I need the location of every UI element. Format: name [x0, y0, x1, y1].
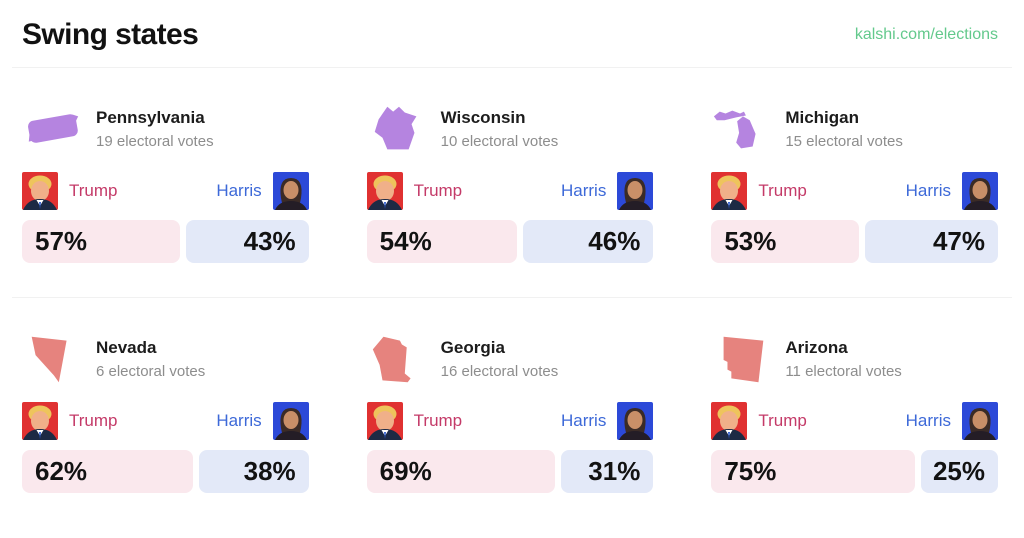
trump-label: Trump	[758, 181, 807, 200]
page-header: Swing states kalshi.com/elections	[0, 0, 1024, 52]
probability-bars: 57% 43%	[22, 220, 309, 263]
trump-photo	[22, 172, 58, 210]
trump-bar: 75%	[711, 450, 916, 493]
harris-bar: 43%	[186, 220, 309, 263]
wisconsin-shape-icon	[374, 106, 417, 150]
trump-percent: 69%	[379, 456, 432, 486]
state-card-georgia: Georgia 16 electoral votes Trump Harris	[366, 332, 654, 493]
electoral-votes: 19 electoral votes	[96, 133, 214, 150]
probability-bars: 62% 38%	[22, 450, 309, 493]
harris-label: Harris	[560, 411, 607, 430]
arizona-shape-icon	[723, 336, 764, 383]
trump-photo	[711, 402, 748, 440]
harris-photo	[617, 402, 654, 440]
header-divider	[12, 67, 1012, 68]
state-cards-row-2: Nevada 6 electoral votes Trump Harris	[0, 298, 1024, 493]
state-name: Wisconsin	[440, 108, 526, 127]
probability-bars: 54% 46%	[366, 220, 654, 263]
harris-legend: Harris	[216, 402, 309, 440]
electoral-votes: 10 electoral votes	[440, 133, 559, 150]
harris-percent: 38%	[243, 456, 296, 486]
state-cards-row-1: Pennsylvania 19 electoral votes Trump Ha…	[0, 68, 1024, 263]
trump-legend: Trump	[366, 402, 463, 440]
harris-bar: 25%	[921, 450, 998, 493]
trump-legend: Trump	[366, 172, 463, 210]
trump-bar: 54%	[366, 220, 518, 263]
harris-bar: 31%	[561, 450, 654, 493]
state-card-arizona: Arizona 11 electoral votes Trump Harris	[711, 332, 998, 493]
harris-bar: 38%	[198, 450, 309, 493]
electoral-votes: 15 electoral votes	[785, 133, 903, 150]
trump-photo	[711, 172, 748, 210]
probability-bars: 69% 31%	[366, 450, 654, 493]
trump-label: Trump	[758, 411, 807, 430]
harris-bar: 47%	[865, 220, 998, 263]
state-card-michigan: Michigan 15 electoral votes Trump Harris	[711, 102, 998, 263]
harris-percent: 43%	[243, 226, 296, 256]
harris-legend: Harris	[906, 402, 998, 440]
kalshi-elections-link[interactable]: kalshi.com/elections	[854, 26, 998, 43]
harris-bar: 46%	[523, 220, 654, 263]
trump-percent: 62%	[35, 456, 88, 486]
trump-photo	[366, 402, 403, 440]
harris-legend: Harris	[560, 402, 654, 440]
trump-label: Trump	[413, 411, 463, 430]
state-name: Nevada	[96, 338, 157, 357]
state-card-wisconsin: Wisconsin 10 electoral votes Trump Harri…	[366, 102, 654, 263]
trump-label: Trump	[69, 181, 118, 200]
harris-photo	[272, 402, 309, 440]
harris-percent: 31%	[588, 456, 641, 486]
harris-legend: Harris	[216, 172, 309, 210]
trump-label: Trump	[69, 411, 118, 430]
harris-photo	[961, 402, 998, 440]
harris-percent: 47%	[932, 226, 985, 256]
row-divider	[12, 297, 1012, 298]
state-card-nevada: Nevada 6 electoral votes Trump Harris	[22, 332, 309, 493]
trump-legend: Trump	[22, 172, 118, 210]
harris-label: Harris	[905, 411, 951, 430]
harris-legend: Harris	[560, 172, 654, 210]
trump-legend: Trump	[22, 402, 118, 440]
trump-photo	[22, 402, 58, 440]
harris-photo	[961, 172, 998, 210]
trump-label: Trump	[413, 181, 463, 200]
pennsylvania-shape-icon	[28, 114, 79, 143]
probability-bars: 75% 25%	[711, 450, 998, 493]
harris-photo	[617, 172, 654, 210]
harris-label: Harris	[905, 181, 951, 200]
harris-label: Harris	[216, 181, 262, 200]
state-name: Arizona	[785, 338, 848, 357]
harris-photo	[272, 172, 309, 210]
state-name: Georgia	[440, 338, 505, 357]
state-name: Michigan	[785, 108, 859, 127]
trump-bar: 62%	[22, 450, 193, 493]
harris-label: Harris	[216, 411, 262, 430]
trump-bar: 69%	[366, 450, 556, 493]
trump-percent: 53%	[724, 226, 777, 256]
electoral-votes: 11 electoral votes	[785, 363, 902, 380]
trump-percent: 57%	[35, 226, 88, 256]
trump-legend: Trump	[711, 402, 807, 440]
harris-legend: Harris	[906, 172, 998, 210]
harris-label: Harris	[560, 181, 607, 200]
georgia-shape-icon	[372, 336, 411, 383]
trump-legend: Trump	[711, 172, 807, 210]
trump-bar: 57%	[22, 220, 181, 263]
state-card-pennsylvania: Pennsylvania 19 electoral votes Trump Ha…	[22, 102, 309, 263]
michigan-shape-icon	[714, 110, 756, 149]
nevada-shape-icon	[31, 336, 67, 383]
trump-percent: 54%	[379, 226, 432, 256]
state-name: Pennsylvania	[96, 108, 205, 127]
electoral-votes: 6 electoral votes	[96, 363, 206, 380]
page-title: Swing states	[22, 18, 199, 51]
harris-percent: 46%	[588, 226, 641, 256]
trump-percent: 75%	[724, 456, 777, 486]
trump-bar: 53%	[711, 220, 860, 263]
electoral-votes: 16 electoral votes	[440, 363, 559, 380]
probability-bars: 53% 47%	[711, 220, 998, 263]
trump-photo	[366, 172, 403, 210]
harris-percent: 25%	[932, 456, 985, 486]
